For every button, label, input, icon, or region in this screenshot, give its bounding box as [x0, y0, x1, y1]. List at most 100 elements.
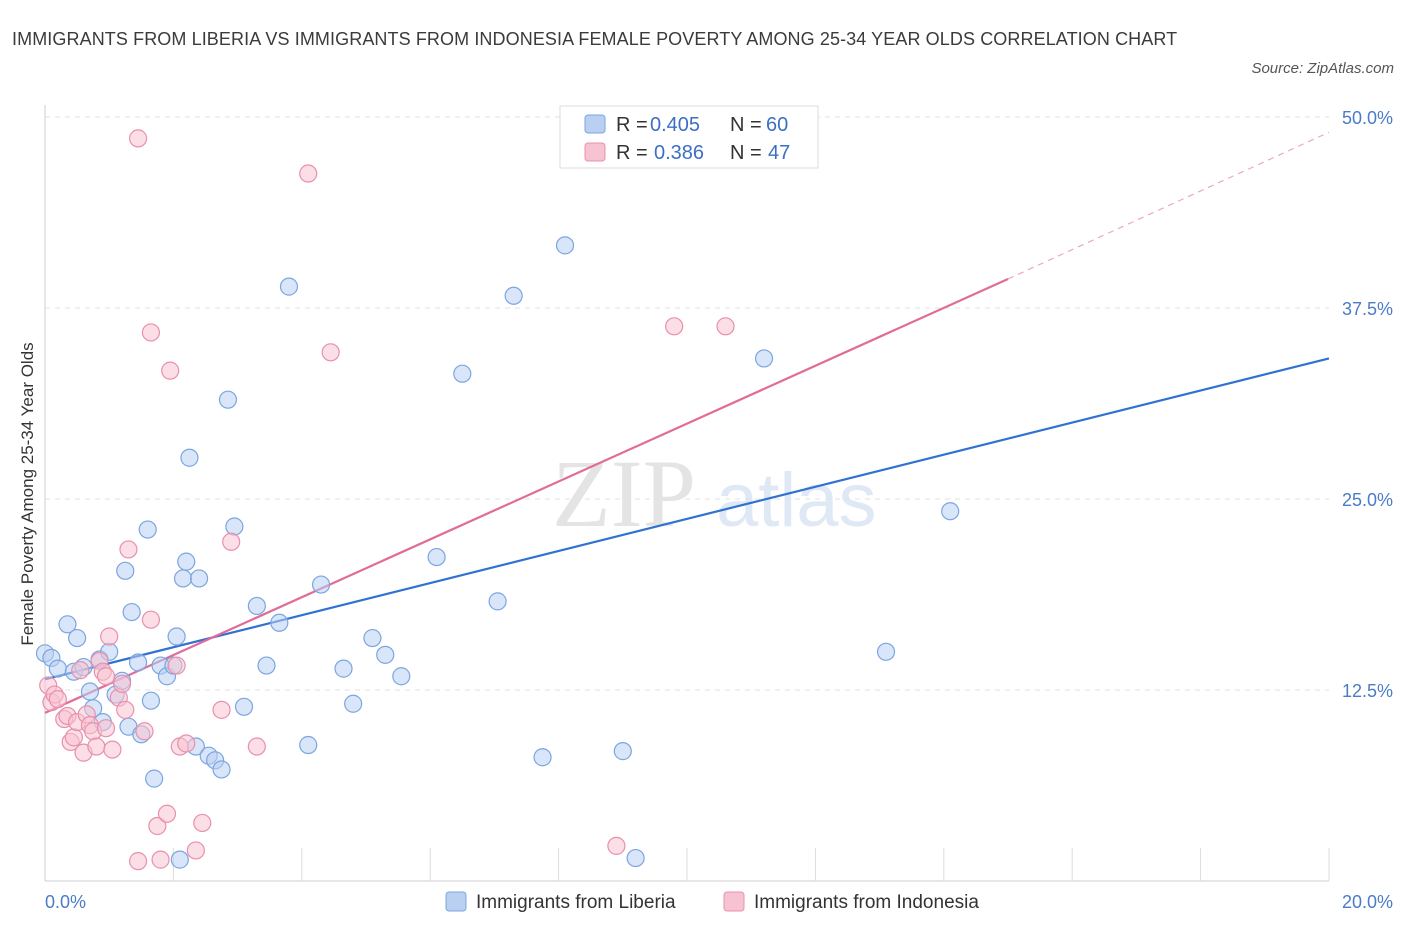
y-tick-label: 12.5% [1342, 681, 1393, 701]
indonesia-point [148, 816, 167, 836]
indonesia-point [161, 361, 180, 380]
liberia-point [533, 748, 552, 767]
data-points [35, 129, 960, 871]
liberia-point [48, 659, 67, 678]
x-tick-label: 0.0% [45, 892, 86, 912]
liberia-point [116, 561, 135, 580]
indonesia-n-label: N = [730, 142, 762, 164]
liberia-point [173, 569, 193, 588]
indonesia-point [48, 690, 67, 709]
liberia-point [141, 691, 161, 710]
liberia-r-label: R = [616, 114, 648, 136]
liberia-point [270, 613, 289, 632]
indonesia-point [103, 740, 122, 759]
indonesia-point [157, 804, 177, 823]
y-tick-label: 25.0% [1342, 490, 1393, 510]
indonesia-point [112, 674, 132, 693]
liberia-point [58, 615, 77, 634]
liberia-point [279, 277, 299, 296]
liberia-point [122, 602, 141, 622]
indonesia-point [212, 700, 231, 719]
liberia-point [626, 848, 645, 868]
stats-legend: R = 0.405 N = 60 R = 0.386 N = 47 [559, 105, 819, 169]
indonesia-point [135, 722, 154, 741]
liberia-series-label: Immigrants from Liberia [476, 892, 676, 913]
liberia-point [334, 659, 353, 678]
indonesia-point [116, 700, 135, 719]
liberia-point [218, 390, 238, 409]
liberia-point [257, 656, 276, 675]
indonesia-r-label: R = [616, 142, 648, 164]
indonesia-legend-swatch [584, 142, 606, 162]
liberia-point [363, 628, 382, 648]
indonesia-point [607, 836, 626, 855]
liberia-point [212, 760, 231, 779]
indonesia-point [151, 850, 170, 869]
liberia-point [189, 569, 209, 588]
series-legend: Immigrants from Liberia Immigrants from … [445, 891, 979, 913]
indonesia-point [119, 540, 138, 559]
liberia-point [180, 448, 199, 467]
liberia-point [427, 547, 446, 567]
indonesia-point [167, 656, 186, 675]
chart-title: IMMIGRANTS FROM LIBERIA VS IMMIGRANTS FR… [12, 29, 1178, 49]
indonesia-point [321, 343, 340, 362]
indonesia-n-value: 47 [768, 142, 790, 164]
tick-labels: 12.5% 25.0% 37.5% 50.0% 0.0% 20.0% [45, 108, 1393, 912]
indonesia-point [177, 734, 196, 753]
indonesia-point [87, 737, 106, 756]
indonesia-trend-extension [1007, 131, 1330, 280]
chart-source: Source: ZipAtlas.com [1251, 60, 1394, 77]
liberia-point [555, 236, 575, 255]
liberia-point [177, 552, 196, 571]
indonesia-point [193, 813, 212, 833]
liberia-point [225, 517, 244, 536]
indonesia-point [716, 317, 735, 336]
liberia-point [247, 596, 266, 616]
liberia-point [145, 769, 164, 788]
indonesia-point [100, 627, 119, 646]
liberia-series-swatch [445, 891, 467, 912]
liberia-point [504, 286, 523, 305]
liberia-point [876, 642, 896, 661]
indonesia-series-swatch [723, 891, 745, 912]
indonesia-point [186, 841, 205, 860]
liberia-point [754, 349, 774, 368]
liberia-r-value: 0.405 [650, 114, 700, 136]
liberia-point [392, 667, 411, 686]
liberia-point [344, 694, 363, 713]
liberia-point [170, 850, 189, 869]
liberia-point [138, 520, 157, 539]
liberia-point [299, 735, 318, 755]
liberia-legend-swatch [584, 114, 606, 134]
liberia-trend-line [44, 357, 1330, 681]
indonesia-point [299, 164, 318, 183]
indonesia-point [665, 317, 684, 336]
liberia-point [941, 502, 960, 521]
indonesia-point [96, 667, 116, 686]
liberia-n-value: 60 [766, 114, 788, 136]
indonesia-series-label: Immigrants from Indonesia [754, 892, 979, 913]
indonesia-point [64, 728, 83, 747]
trend-lines [44, 131, 1330, 714]
liberia-point [167, 627, 186, 646]
liberia-point [613, 742, 632, 761]
indonesia-point [128, 852, 148, 871]
y-tick-label: 50.0% [1342, 108, 1393, 128]
liberia-point [80, 682, 100, 701]
indonesia-point [128, 129, 148, 148]
indonesia-point [96, 719, 116, 738]
liberia-point [67, 628, 87, 648]
liberia-point [128, 653, 148, 672]
watermark-zip: ZIP [552, 440, 696, 547]
grid-lines [45, 116, 1329, 691]
indonesia-point [141, 610, 161, 629]
indonesia-point [141, 323, 161, 342]
liberia-point [234, 697, 254, 716]
indonesia-point [71, 661, 90, 680]
indonesia-point [247, 737, 266, 756]
indonesia-r-value: 0.386 [654, 142, 704, 164]
y-axis-label: Female Poverty Among 25-34 Year Olds [18, 342, 37, 645]
indonesia-point [222, 532, 241, 551]
